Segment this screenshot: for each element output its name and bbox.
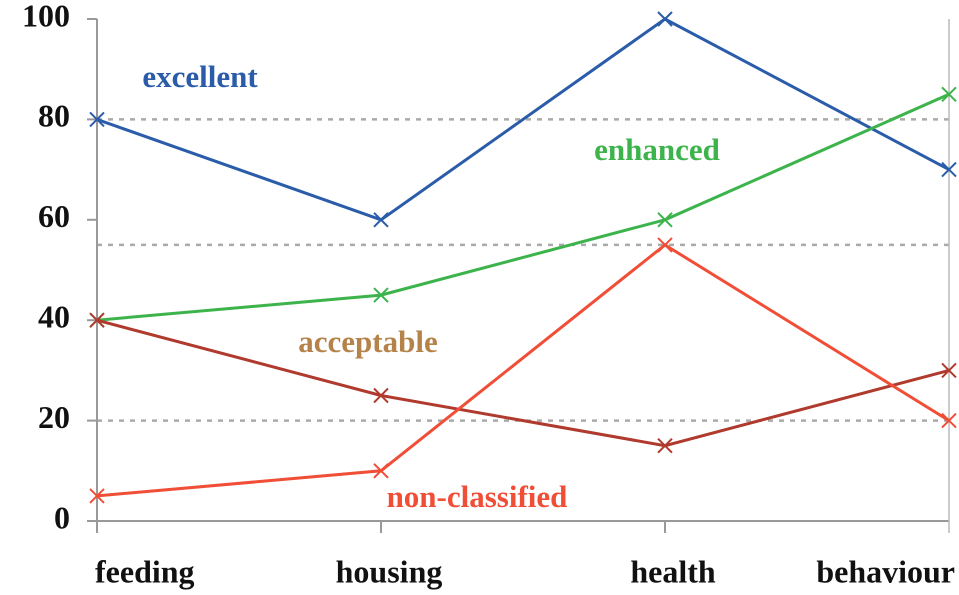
- point-marker: [657, 212, 673, 228]
- point-marker: [89, 488, 105, 504]
- y-tick-label: 80: [38, 98, 70, 134]
- y-tick-label: 100: [22, 0, 70, 33]
- point-marker: [941, 412, 957, 429]
- series-line: [96, 92, 950, 322]
- point-marker: [657, 237, 673, 253]
- x-tick-label: behaviour: [816, 553, 955, 589]
- point-marker: [89, 312, 105, 328]
- point-marker: [373, 463, 389, 479]
- series-label: acceptable: [298, 324, 437, 359]
- point-marker: [657, 11, 673, 27]
- point-marker: [941, 362, 957, 379]
- y-tick-label: 40: [38, 299, 70, 335]
- series-label: excellent: [142, 59, 258, 94]
- series-label: non-classified: [387, 479, 568, 514]
- point-marker: [657, 437, 673, 454]
- series-line: [96, 17, 950, 222]
- point-marker: [941, 161, 957, 178]
- x-tick-label: housing: [336, 553, 443, 589]
- x-tick-label: health: [630, 553, 716, 589]
- point-marker: [373, 387, 389, 404]
- point-marker: [373, 212, 389, 228]
- series-line: [96, 243, 950, 498]
- x-tick-label: feeding: [95, 553, 195, 589]
- y-tick-label: 0: [54, 499, 70, 535]
- point-marker: [941, 86, 957, 103]
- point-marker: [89, 111, 105, 128]
- series-label: enhanced: [594, 132, 720, 167]
- y-tick-label: 20: [38, 399, 70, 435]
- point-marker: [373, 287, 389, 303]
- y-tick-label: 60: [38, 198, 70, 234]
- series-line: [96, 318, 950, 448]
